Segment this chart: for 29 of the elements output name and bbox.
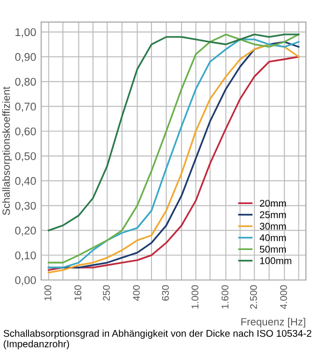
legend-label: 20mm bbox=[260, 200, 286, 207]
legend-label: 25mm bbox=[260, 211, 286, 218]
y-tick-label: 0,70 bbox=[15, 102, 36, 112]
y-tick-label: 0,20 bbox=[15, 226, 36, 236]
y-tick-label: 1,00 bbox=[16, 28, 36, 38]
x-tick-label: 400 bbox=[132, 285, 140, 301]
x-axis-title: Frequenz [Hz] bbox=[241, 318, 306, 328]
x-tick-label: 100 bbox=[44, 285, 52, 300]
y-tick-label: 0,90 bbox=[15, 53, 36, 62]
y-tick-label: 0,00 bbox=[15, 276, 36, 286]
x-tick-label: 630 bbox=[162, 285, 169, 301]
y-tick-label: 0,10 bbox=[15, 251, 36, 261]
y-tick-label: 0,80 bbox=[15, 78, 36, 88]
legend-label: 100mm bbox=[260, 257, 292, 264]
legend-label: 30mm bbox=[260, 222, 286, 230]
legend-label: 50mm bbox=[260, 246, 286, 253]
x-tick-label: 4.000 bbox=[280, 285, 288, 309]
y-axis-title: Schallabsorptionskoeffizient bbox=[2, 86, 12, 216]
text: Schallabsorptionsgrad in Abhängigkeit von der Dicke nach ISO 10534-2 (Impedanzrohr) bbox=[4, 330, 312, 350]
y-tick-label: 0,30 bbox=[15, 202, 36, 212]
x-tick-label: 1.600 bbox=[222, 285, 228, 308]
y-tick-label: 0,50 bbox=[15, 152, 36, 162]
y-tick-label: 0,60 bbox=[15, 127, 36, 137]
y-tick-label: 0,40 bbox=[15, 177, 36, 186]
x-tick-label: 250 bbox=[102, 285, 110, 301]
x-tick-label: 1.000 bbox=[192, 285, 198, 308]
legend-label: 40mm bbox=[260, 234, 286, 242]
x-tick-label: 2.500 bbox=[250, 285, 257, 309]
x-tick-label: 160 bbox=[74, 285, 82, 300]
